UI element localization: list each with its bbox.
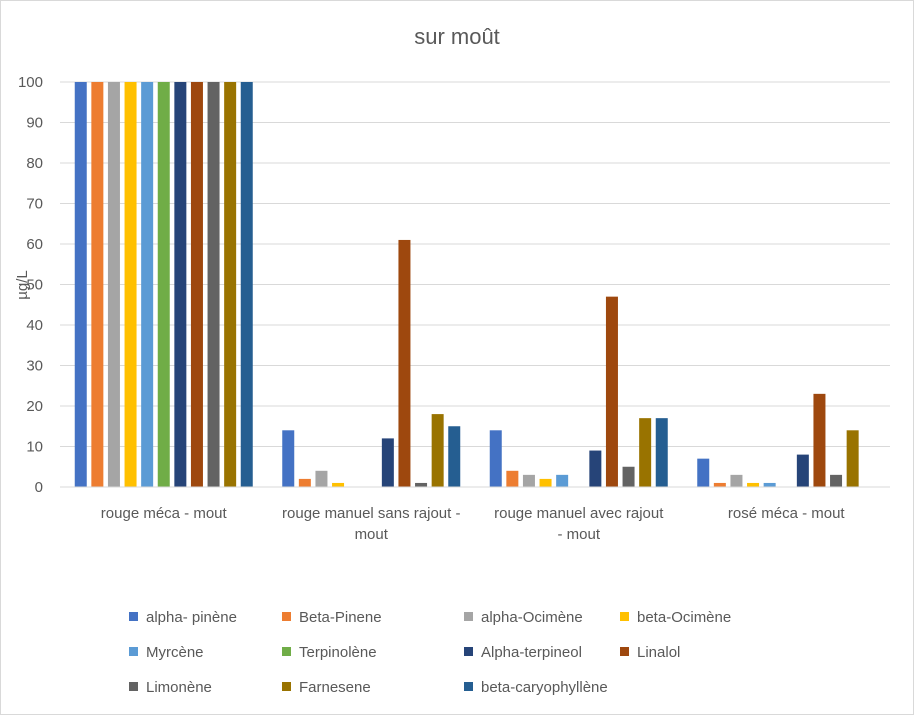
y-tick-label: 30 — [26, 358, 43, 375]
bar — [190, 82, 203, 487]
bar — [655, 418, 668, 487]
legend-swatch — [620, 647, 629, 656]
bar — [846, 430, 859, 487]
bar — [398, 239, 411, 487]
bar — [332, 482, 345, 487]
legend-swatch — [282, 682, 291, 691]
legend-label: Linalol — [637, 644, 680, 661]
x-category-label: - mout — [557, 526, 600, 543]
bar — [174, 82, 187, 487]
legend-label: Farnesene — [299, 679, 371, 696]
bar — [141, 82, 154, 487]
legend: alpha- pinène Beta-Pinene alpha-Ocimène bet… — [129, 609, 731, 696]
bar — [224, 82, 237, 487]
legend-swatch — [464, 647, 473, 656]
bar — [556, 474, 569, 487]
bar — [813, 393, 826, 487]
bar — [763, 482, 776, 487]
bar — [539, 478, 552, 487]
bar — [431, 414, 444, 487]
bar — [240, 82, 253, 487]
bar — [74, 82, 87, 487]
x-category-label: rosé méca - mout — [728, 505, 846, 522]
legend-swatch — [129, 612, 138, 621]
legend-label: beta-Ocimène — [637, 609, 731, 626]
bar — [713, 482, 726, 487]
bar — [622, 466, 635, 487]
bars — [74, 82, 859, 487]
bar — [522, 474, 535, 487]
bar — [448, 426, 461, 487]
bar — [830, 474, 843, 487]
legend-label: beta-caryophyllène — [481, 679, 608, 696]
x-category-label: rouge manuel sans rajout - — [282, 505, 460, 522]
legend-swatch — [620, 612, 629, 621]
bar — [697, 458, 710, 487]
y-tick-label: 100 — [18, 74, 43, 91]
y-tick-label: 80 — [26, 155, 43, 172]
bar — [639, 418, 652, 487]
chart-title: sur moût — [414, 24, 500, 49]
legend-swatch — [282, 647, 291, 656]
x-category-label: mout — [355, 526, 389, 543]
bar — [589, 450, 602, 487]
legend-swatch — [129, 647, 138, 656]
legend-label: Limonène — [146, 679, 212, 696]
legend-swatch — [464, 612, 473, 621]
y-tick-label: 90 — [26, 115, 43, 132]
y-tick-label: 70 — [26, 196, 43, 213]
legend-label: Alpha-terpineol — [481, 644, 582, 661]
y-tick-label: 10 — [26, 439, 43, 456]
legend-swatch — [282, 612, 291, 621]
legend-label: alpha- pinène — [146, 609, 237, 626]
bar — [489, 430, 502, 487]
bar — [91, 82, 104, 487]
bar — [796, 454, 809, 487]
bar — [506, 470, 519, 487]
x-category-label: rouge méca - mout — [101, 505, 228, 522]
y-axis-ticks: 0 10 20 30 40 50 60 70 80 90 100 — [18, 74, 43, 496]
legend-swatch — [129, 682, 138, 691]
bar — [381, 438, 394, 487]
bar — [730, 474, 743, 487]
bar — [298, 478, 311, 487]
y-tick-label: 20 — [26, 398, 43, 415]
bar — [124, 82, 137, 487]
x-category-label: rouge manuel avec rajout — [494, 505, 664, 522]
x-axis-categories: rouge méca - mout rouge manuel sans rajou… — [101, 505, 846, 543]
y-tick-label: 0 — [35, 479, 43, 496]
legend-swatch — [464, 682, 473, 691]
legend-label: Terpinolène — [299, 644, 377, 661]
bar — [107, 82, 120, 487]
legend-label: Beta-Pinene — [299, 609, 382, 626]
bar — [207, 82, 220, 487]
bar — [157, 82, 170, 487]
bar — [315, 470, 328, 487]
y-axis-label: µg/L — [14, 270, 31, 300]
legend-label: Myrcène — [146, 644, 204, 661]
y-tick-label: 50 — [26, 277, 43, 294]
y-tick-label: 40 — [26, 317, 43, 334]
bar — [282, 430, 295, 487]
bar — [747, 482, 760, 487]
bar — [415, 482, 428, 487]
y-tick-label: 60 — [26, 236, 43, 253]
bar — [605, 296, 618, 487]
legend-label: alpha-Ocimène — [481, 609, 583, 626]
